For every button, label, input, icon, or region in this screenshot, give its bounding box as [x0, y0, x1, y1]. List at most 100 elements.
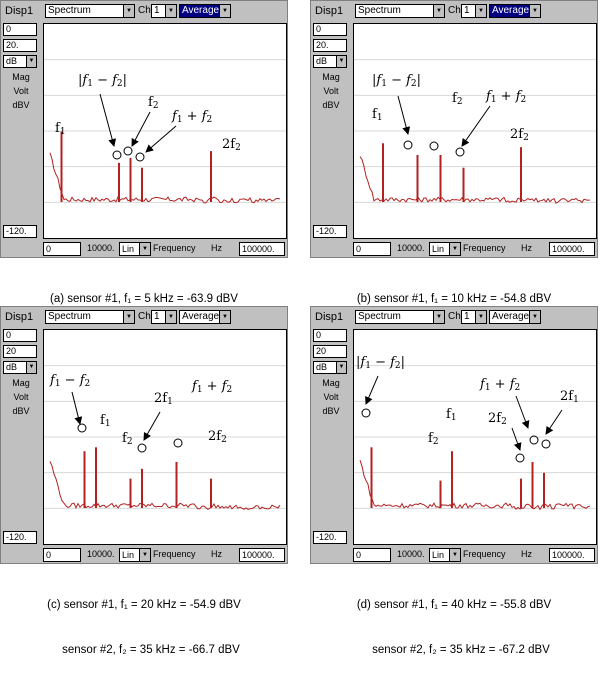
unit-volt-label: Volt — [323, 86, 339, 96]
annotation-sum: f1 + f2 — [480, 377, 521, 394]
average-select[interactable]: Average ▼ — [179, 310, 231, 324]
scale-mid-field[interactable]: 20 — [3, 345, 37, 358]
chevron-down-icon[interactable]: ▼ — [219, 311, 230, 323]
analyzer-toolbar: Disp1 Spectrum ▼ Ch 1 ▼ Average ▼ — [311, 307, 597, 327]
chevron-down-icon[interactable]: ▼ — [449, 549, 460, 561]
analyzer-window: Disp1 Spectrum ▼ Ch 1 ▼ Average ▼ 0 20 dB ▼ … — [0, 306, 288, 564]
annotation-sum: f1 + f2 — [192, 379, 233, 396]
freq-tick-label: 10000. — [87, 243, 115, 253]
unit-select[interactable]: dB ▼ — [313, 55, 347, 68]
scale-mid-field[interactable]: 20 — [313, 345, 347, 358]
chevron-down-icon[interactable]: ▼ — [139, 549, 150, 561]
analyzer-window: Disp1 Spectrum ▼ Ch 1 ▼ Average ▼ 0 20 dB ▼ … — [310, 306, 598, 564]
scale-type-select[interactable]: Lin ▼ — [429, 548, 461, 562]
average-select[interactable]: Average ▼ — [489, 310, 541, 324]
freq-tick-label: 10000. — [397, 549, 425, 559]
chevron-down-icon[interactable]: ▼ — [475, 311, 486, 323]
scale-top-field[interactable]: 0 — [3, 23, 37, 36]
hz-label: Hz — [521, 243, 532, 253]
spectrum-panel-a: Disp1 Spectrum ▼ Ch 1 ▼ Average ▼ 0 20. dB ▼… — [0, 0, 288, 350]
freq-start-field[interactable]: 0 — [43, 242, 81, 256]
freq-start-field[interactable]: 0 — [353, 548, 391, 562]
hz-label: Hz — [521, 549, 532, 559]
chevron-down-icon[interactable]: ▼ — [449, 243, 460, 255]
freq-end-field[interactable]: 100000. — [239, 548, 285, 562]
mode-select[interactable]: Spectrum ▼ — [355, 310, 445, 324]
scale-controls: 0 20 dB ▼ Mag Volt dBV -120. — [313, 329, 349, 561]
scale-bottom-field[interactable]: -120. — [313, 225, 347, 238]
annotation-f1: f1 — [55, 121, 66, 138]
caption-line-2: sensor #2, f₂ = 35 kHz = -67.2 dBV — [372, 644, 550, 656]
chevron-down-icon[interactable]: ▼ — [336, 56, 346, 67]
scale-mid-field[interactable]: 20. — [3, 39, 37, 52]
spectrum-chart — [354, 59, 596, 204]
scale-top-field[interactable]: 0 — [313, 23, 347, 36]
scale-bottom-field[interactable]: -120. — [3, 225, 37, 238]
chevron-down-icon[interactable]: ▼ — [433, 311, 444, 323]
unit-select[interactable]: dB ▼ — [313, 361, 347, 374]
scale-type-select[interactable]: Lin ▼ — [119, 242, 151, 256]
display-label: Disp1 — [315, 5, 344, 17]
annotation-two-f2: 2f2 — [222, 137, 241, 154]
unit-select[interactable]: dB ▼ — [3, 361, 37, 374]
chevron-down-icon[interactable]: ▼ — [139, 243, 150, 255]
frequency-axis-bar: 0 10000. Lin ▼ Frequency Hz 100000. — [43, 547, 287, 563]
chevron-down-icon[interactable]: ▼ — [529, 5, 540, 17]
frequency-axis-bar: 0 10000. Lin ▼ Frequency Hz 100000. — [353, 241, 597, 257]
mode-select[interactable]: Spectrum ▼ — [355, 4, 445, 18]
chevron-down-icon[interactable]: ▼ — [529, 311, 540, 323]
freq-end-field[interactable]: 100000. — [549, 242, 595, 256]
freq-end-field[interactable]: 100000. — [239, 242, 285, 256]
spectrum-plot — [353, 23, 597, 239]
annotation-diff-abs: |f1 − f2| — [78, 73, 128, 90]
channel-select[interactable]: 1 ▼ — [151, 4, 177, 18]
freq-tick-label: 10000. — [397, 243, 425, 253]
freq-end-field[interactable]: 100000. — [549, 548, 595, 562]
mode-select[interactable]: Spectrum ▼ — [45, 4, 135, 18]
spectrum-panel-b: Disp1 Spectrum ▼ Ch 1 ▼ Average ▼ 0 20. dB ▼… — [310, 0, 598, 350]
scale-bottom-field[interactable]: -120. — [3, 531, 37, 544]
spectrum-chart — [354, 365, 596, 511]
annotation-f1: f1 — [100, 413, 111, 430]
channel-select[interactable]: 1 ▼ — [461, 310, 487, 324]
analyzer-toolbar: Disp1 Spectrum ▼ Ch 1 ▼ Average ▼ — [1, 307, 287, 327]
noise-floor-trace — [359, 156, 591, 204]
channel-select[interactable]: 1 ▼ — [151, 310, 177, 324]
annotation-f2: f2 — [452, 91, 463, 108]
average-select[interactable]: Average ▼ — [179, 4, 231, 18]
chevron-down-icon[interactable]: ▼ — [165, 311, 176, 323]
unit-select[interactable]: dB ▼ — [3, 55, 37, 68]
caption-line-1: (b) sensor #1, f₁ = 10 kHz = -54.8 dBV — [356, 293, 552, 305]
spectrum-plot — [353, 329, 597, 545]
frequency-label: Frequency — [153, 549, 196, 559]
chevron-down-icon[interactable]: ▼ — [165, 5, 176, 17]
unit-dbv-label: dBV — [12, 100, 30, 110]
chevron-down-icon[interactable]: ▼ — [336, 362, 346, 373]
scale-top-field[interactable]: 0 — [3, 329, 37, 342]
mode-select[interactable]: Spectrum ▼ — [45, 310, 135, 324]
scale-top-field[interactable]: 0 — [313, 329, 347, 342]
average-select[interactable]: Average ▼ — [489, 4, 541, 18]
chevron-down-icon[interactable]: ▼ — [26, 56, 36, 67]
chevron-down-icon[interactable]: ▼ — [26, 362, 36, 373]
noise-floor-trace — [359, 460, 591, 511]
chevron-down-icon[interactable]: ▼ — [123, 5, 134, 17]
chevron-down-icon[interactable]: ▼ — [219, 5, 230, 17]
scale-mid-field[interactable]: 20. — [313, 39, 347, 52]
channel-label: Ch — [448, 311, 461, 322]
annotation-two-f2: 2f2 — [208, 429, 227, 446]
channel-select[interactable]: 1 ▼ — [461, 4, 487, 18]
annotation-sum: f1 + f2 — [486, 89, 527, 106]
scale-controls: 0 20. dB ▼ Mag Volt dBV -120. — [3, 23, 39, 255]
freq-start-field[interactable]: 0 — [43, 548, 81, 562]
chevron-down-icon[interactable]: ▼ — [433, 5, 444, 17]
scale-type-select[interactable]: Lin ▼ — [429, 242, 461, 256]
annotation-f1: f1 — [446, 407, 457, 424]
chevron-down-icon[interactable]: ▼ — [475, 5, 486, 17]
freq-tick-label: 10000. — [87, 549, 115, 559]
scale-bottom-field[interactable]: -120. — [313, 531, 347, 544]
freq-start-field[interactable]: 0 — [353, 242, 391, 256]
scale-type-select[interactable]: Lin ▼ — [119, 548, 151, 562]
annotation-sum: f1 + f2 — [172, 109, 213, 126]
chevron-down-icon[interactable]: ▼ — [123, 311, 134, 323]
